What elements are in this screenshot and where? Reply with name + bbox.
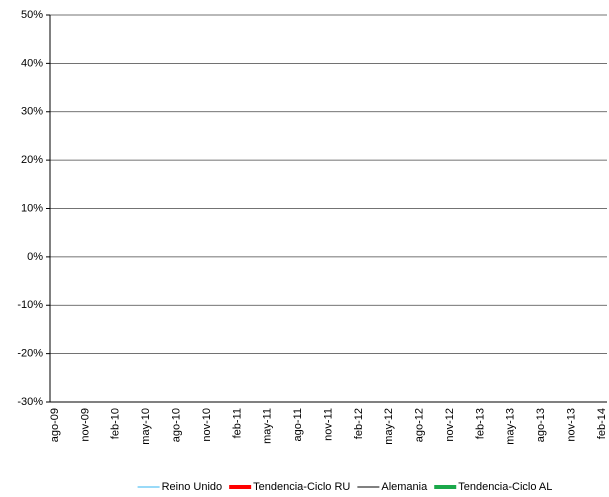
legend-label: Tendencia-Ciclo AL bbox=[458, 481, 552, 493]
x-tick-label: nov-12 bbox=[444, 408, 456, 442]
x-tick-label: may-11 bbox=[262, 408, 274, 444]
y-tick-label: 50% bbox=[21, 9, 43, 21]
x-tick-label: ago-12 bbox=[414, 408, 426, 442]
x-tick-label: feb-13 bbox=[474, 408, 486, 439]
y-tick-label: -30% bbox=[17, 396, 43, 408]
y-tick-label: -10% bbox=[17, 299, 43, 311]
x-tick-label: nov-13 bbox=[565, 408, 577, 442]
x-tick-label: feb-10 bbox=[110, 408, 122, 439]
y-tick-label: 20% bbox=[21, 154, 43, 166]
legend-label: Tendencia-Ciclo RU bbox=[253, 481, 350, 493]
x-tick-label: nov-09 bbox=[79, 408, 91, 442]
x-tick-label: feb-11 bbox=[231, 408, 243, 438]
y-tick-label: 10% bbox=[21, 202, 43, 214]
y-tick-label: 40% bbox=[21, 57, 43, 69]
y-tick-label: -20% bbox=[17, 348, 43, 360]
x-tick-label: ago-10 bbox=[170, 408, 182, 442]
x-tick-label: ago-13 bbox=[535, 408, 547, 442]
x-tick-label: ago-09 bbox=[49, 408, 61, 442]
y-tick-label: 30% bbox=[21, 106, 43, 118]
x-tick-label: feb-14 bbox=[596, 408, 608, 439]
x-tick-label: nov-11 bbox=[322, 408, 334, 441]
x-tick-label: ago-11 bbox=[292, 408, 304, 441]
x-tick-label: may-10 bbox=[140, 408, 152, 445]
legend-label: Reino Unido bbox=[162, 481, 223, 493]
x-tick-label: nov-10 bbox=[201, 408, 213, 442]
x-tick-label: feb-12 bbox=[353, 408, 365, 439]
legend-label: Alemania bbox=[381, 481, 428, 493]
x-tick-label: may-12 bbox=[383, 408, 395, 445]
x-tick-label: may-13 bbox=[505, 408, 517, 445]
y-tick-label: 0% bbox=[27, 251, 43, 263]
